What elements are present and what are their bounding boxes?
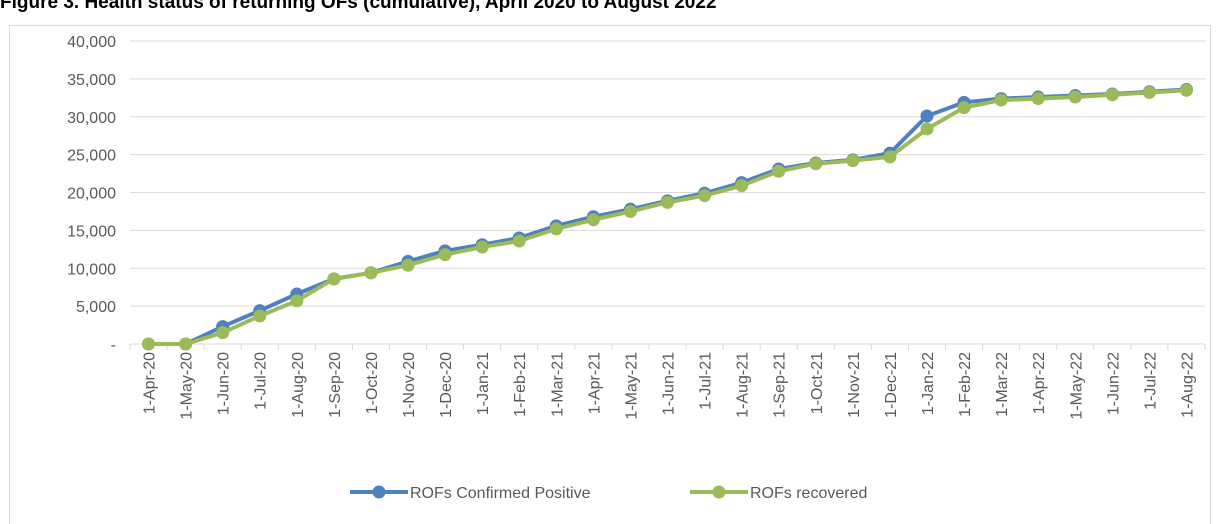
data-point — [438, 248, 452, 262]
x-tick-label: 1-Mar-22 — [994, 352, 1011, 417]
data-point — [1068, 90, 1082, 104]
data-point — [290, 294, 304, 308]
x-tick-label: 1-May-20 — [179, 352, 196, 420]
legend-label: ROFs recovered — [750, 485, 867, 502]
x-tick-label: 1-Sep-21 — [772, 352, 789, 418]
y-tick-label: 20,000 — [67, 186, 116, 203]
x-tick-label: 1-Mar-21 — [549, 352, 566, 417]
x-tick-label: 1-Jun-21 — [661, 352, 678, 415]
y-tick-label: 5,000 — [76, 299, 116, 316]
x-tick-label: 1-May-21 — [623, 352, 640, 420]
data-point — [1142, 86, 1156, 100]
x-tick-label: 1-Aug-21 — [735, 352, 752, 418]
data-point — [772, 164, 786, 178]
data-point — [1031, 92, 1045, 106]
y-tick-label: 25,000 — [67, 148, 116, 165]
data-point — [1105, 88, 1119, 102]
data-point — [920, 122, 934, 136]
x-tick-label: 1-Jul-21 — [698, 352, 715, 410]
data-point — [179, 337, 193, 351]
chart-title: Figure 3. Health status of returning OFs… — [0, 0, 717, 13]
data-point — [809, 157, 823, 171]
x-tick-label: 1-Nov-21 — [846, 352, 863, 418]
y-tick-label: 10,000 — [67, 261, 116, 278]
x-tick-label: 1-Apr-21 — [586, 352, 603, 414]
x-tick-label: 1-Feb-22 — [957, 352, 974, 417]
data-point — [327, 272, 341, 286]
x-tick-label: 1-Apr-22 — [1031, 352, 1048, 414]
legend-marker — [372, 485, 386, 499]
x-tick-label: 1-Jan-22 — [920, 352, 937, 415]
legend-label: ROFs Confirmed Positive — [410, 485, 591, 502]
x-tick-label: 1-Apr-20 — [142, 352, 159, 414]
data-point — [920, 109, 934, 123]
x-tick-label: 1-Dec-21 — [883, 352, 900, 418]
x-tick-label: 1-Jun-20 — [216, 352, 233, 415]
x-tick-label: 1-Aug-20 — [290, 352, 307, 418]
data-point — [883, 150, 897, 164]
data-point — [1179, 83, 1193, 97]
x-tick-label: 1-May-22 — [1068, 352, 1085, 420]
x-tick-label: 1-Feb-21 — [512, 352, 529, 417]
legend-marker — [712, 485, 726, 499]
data-point — [661, 195, 674, 209]
data-point — [512, 234, 526, 248]
data-point — [994, 93, 1008, 107]
data-point — [142, 337, 156, 351]
data-point — [623, 204, 637, 218]
data-point — [698, 189, 712, 203]
data-point — [216, 326, 230, 340]
x-tick-label: 1-Oct-21 — [809, 352, 826, 414]
x-tick-label: 1-Nov-20 — [401, 352, 418, 418]
data-point — [549, 222, 563, 236]
y-tick-label: 40,000 — [67, 34, 116, 51]
y-tick-label: - — [111, 337, 116, 354]
x-tick-label: 1-Jan-21 — [475, 352, 492, 415]
chart-frame — [9, 25, 1211, 524]
y-tick-label: 30,000 — [67, 110, 116, 127]
data-point — [401, 258, 415, 272]
data-point — [846, 154, 860, 168]
y-tick-label: 15,000 — [67, 223, 116, 240]
data-point — [475, 240, 489, 254]
data-point — [253, 309, 267, 323]
x-tick-label: 1-Sep-20 — [327, 352, 344, 418]
data-point — [735, 179, 749, 193]
x-tick-label: 1-Jul-20 — [253, 352, 270, 410]
x-tick-label: 1-Aug-22 — [1179, 352, 1196, 418]
x-tick-label: 1-Dec-20 — [438, 352, 455, 418]
x-tick-label: 1-Oct-20 — [364, 352, 381, 414]
x-tick-label: 1-Jun-22 — [1105, 352, 1122, 415]
x-tick-label: 1-Jul-22 — [1142, 352, 1159, 410]
y-tick-label: 35,000 — [67, 72, 116, 89]
data-point — [586, 213, 600, 227]
data-point — [364, 266, 378, 280]
data-point — [957, 101, 971, 115]
